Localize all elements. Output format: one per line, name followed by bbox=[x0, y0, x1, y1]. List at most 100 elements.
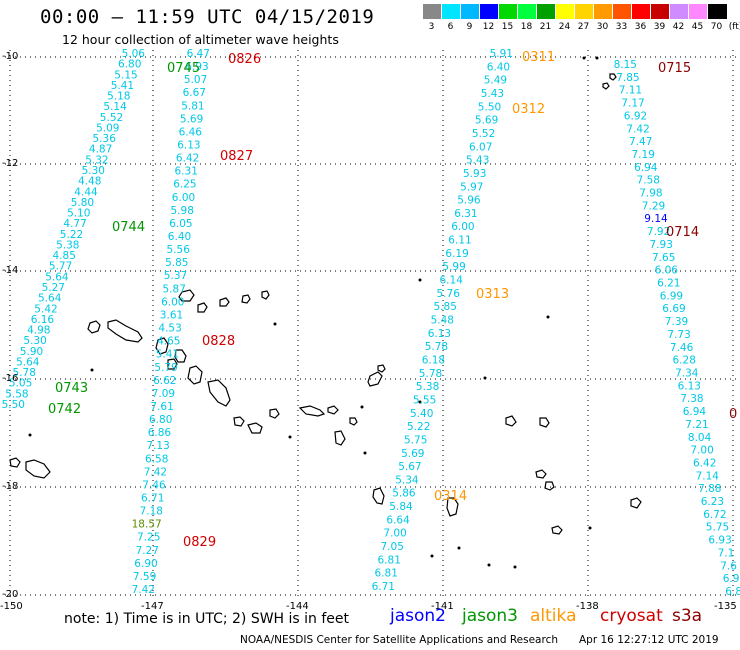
swh-value: 6.71 bbox=[372, 581, 395, 593]
scale-swatch bbox=[555, 4, 575, 19]
swh-value: 5.80 bbox=[71, 197, 94, 209]
atoll bbox=[363, 451, 367, 455]
swh-value: 7.47 bbox=[629, 136, 652, 148]
scale-swatch bbox=[441, 4, 461, 19]
swh-value: 6.58 bbox=[145, 453, 168, 465]
swh-value: 8.04 bbox=[688, 432, 712, 444]
swh-value: 5.52 bbox=[472, 128, 495, 140]
scale-swatch bbox=[460, 4, 480, 19]
pass-time-label: 0311 bbox=[522, 50, 555, 65]
atoll bbox=[273, 322, 277, 326]
swh-value: 6.67 bbox=[183, 87, 206, 99]
scale-label: 12 bbox=[482, 22, 495, 32]
swh-value: 5.34 bbox=[395, 474, 419, 486]
lon-tick-label: -150 bbox=[0, 601, 23, 612]
island bbox=[107, 319, 143, 343]
swh-value: 6.93 bbox=[185, 61, 208, 73]
scale-swatch bbox=[517, 4, 537, 19]
scale-swatch bbox=[422, 4, 442, 19]
swh-value: 7.93 bbox=[650, 239, 673, 251]
atoll bbox=[288, 435, 292, 439]
swh-value: 6.00 bbox=[451, 221, 474, 233]
swh-value: 6.13 bbox=[177, 140, 200, 152]
swh-value: 7.46 bbox=[142, 479, 166, 491]
swh-value: 6.40 bbox=[487, 61, 510, 73]
swh-value: 6.42 bbox=[693, 458, 716, 470]
scale-label: 15 bbox=[501, 22, 514, 32]
swh-value: 6.47 bbox=[187, 48, 210, 60]
swh-value: 5.87 bbox=[163, 283, 186, 295]
atoll-dots bbox=[28, 56, 599, 569]
swh-value: 6.07 bbox=[469, 141, 492, 153]
scale-label: 45 bbox=[691, 22, 704, 32]
lon-tick-label: -147 bbox=[141, 601, 164, 612]
swh-value: 5.78 bbox=[419, 368, 442, 380]
swh-value: 7.25 bbox=[137, 532, 160, 544]
swh-value: 5.49 bbox=[484, 75, 507, 87]
atoll bbox=[418, 400, 422, 404]
swh-value: 7.27 bbox=[136, 545, 159, 557]
swh-value: 5.69 bbox=[180, 113, 203, 125]
swh-value: 6.19 bbox=[445, 248, 468, 260]
swh-value: 5.40 bbox=[410, 408, 433, 420]
island bbox=[197, 302, 208, 313]
island bbox=[539, 417, 550, 428]
swh-value: 7.17 bbox=[621, 98, 644, 110]
island bbox=[87, 320, 101, 334]
lon-tick-label: -135 bbox=[714, 601, 737, 612]
swh-value: 5.06 bbox=[122, 48, 146, 60]
swh-value: 7.58 bbox=[637, 175, 660, 187]
pass-time-label: 0714 bbox=[666, 225, 699, 240]
island bbox=[207, 379, 231, 407]
scale-swatch bbox=[498, 4, 518, 19]
swh-value: 6.40 bbox=[168, 231, 191, 243]
island bbox=[367, 371, 383, 387]
scale-swatch bbox=[631, 4, 651, 19]
island bbox=[535, 469, 547, 479]
swh-value: 5.42 bbox=[34, 303, 57, 315]
lat-tick-label: -10 bbox=[2, 51, 19, 62]
lat-tick-label: -14 bbox=[2, 265, 19, 276]
swh-value: 7.73 bbox=[667, 329, 690, 341]
swh-value: 6.92 bbox=[624, 110, 647, 122]
swh-value: 5.58 bbox=[5, 388, 28, 400]
swh-value: 6.13 bbox=[678, 380, 701, 392]
pass-time-label: 0743 bbox=[55, 381, 88, 396]
swh-value: 6.80 bbox=[149, 414, 172, 426]
swh-value: 5.55 bbox=[413, 394, 436, 406]
swh-value: 5.50 bbox=[478, 101, 501, 113]
island bbox=[167, 358, 178, 370]
scale-label: 36 bbox=[634, 22, 647, 32]
legend-altika: altika bbox=[530, 606, 577, 626]
atoll bbox=[360, 405, 364, 409]
scale-label: 42 bbox=[672, 22, 685, 32]
island bbox=[187, 365, 203, 385]
scale-label: 21 bbox=[539, 22, 552, 32]
swh-value: 7.42 bbox=[626, 123, 649, 135]
swh-value: 5.41 bbox=[156, 349, 179, 361]
swh-value: 6.62 bbox=[153, 375, 176, 387]
atoll bbox=[483, 376, 487, 380]
credits: NOAA/NESDIS Center for Satellite Applica… bbox=[240, 634, 558, 646]
atoll bbox=[457, 546, 461, 550]
swh-value: 6.81 bbox=[378, 554, 401, 566]
swh-value: 5.43 bbox=[481, 88, 504, 100]
swh-value: 4.53 bbox=[158, 323, 181, 335]
lon-tick-label: -141 bbox=[431, 601, 454, 612]
swh-value: 4.85 bbox=[53, 250, 76, 262]
swh-value: 6.21 bbox=[657, 278, 680, 290]
scale-label: 30 bbox=[596, 22, 609, 32]
scale-swatch bbox=[669, 4, 689, 19]
island bbox=[349, 417, 358, 426]
legend-jason2: jason2 bbox=[390, 606, 446, 626]
swh-value: 7.1 bbox=[718, 547, 735, 559]
pass-time-label: 0745 bbox=[167, 61, 200, 76]
swh-value: 5.85 bbox=[434, 301, 457, 313]
swh-value: 6.06 bbox=[655, 265, 679, 277]
island bbox=[9, 457, 21, 468]
page-subtitle: 12 hour collection of altimeter wave hei… bbox=[62, 32, 339, 47]
pass-time-label: 0312 bbox=[512, 102, 545, 117]
swh-value: 5.32 bbox=[85, 154, 108, 166]
swh-value: 6.69 bbox=[662, 303, 685, 315]
swh-value: 6.72 bbox=[703, 509, 726, 521]
